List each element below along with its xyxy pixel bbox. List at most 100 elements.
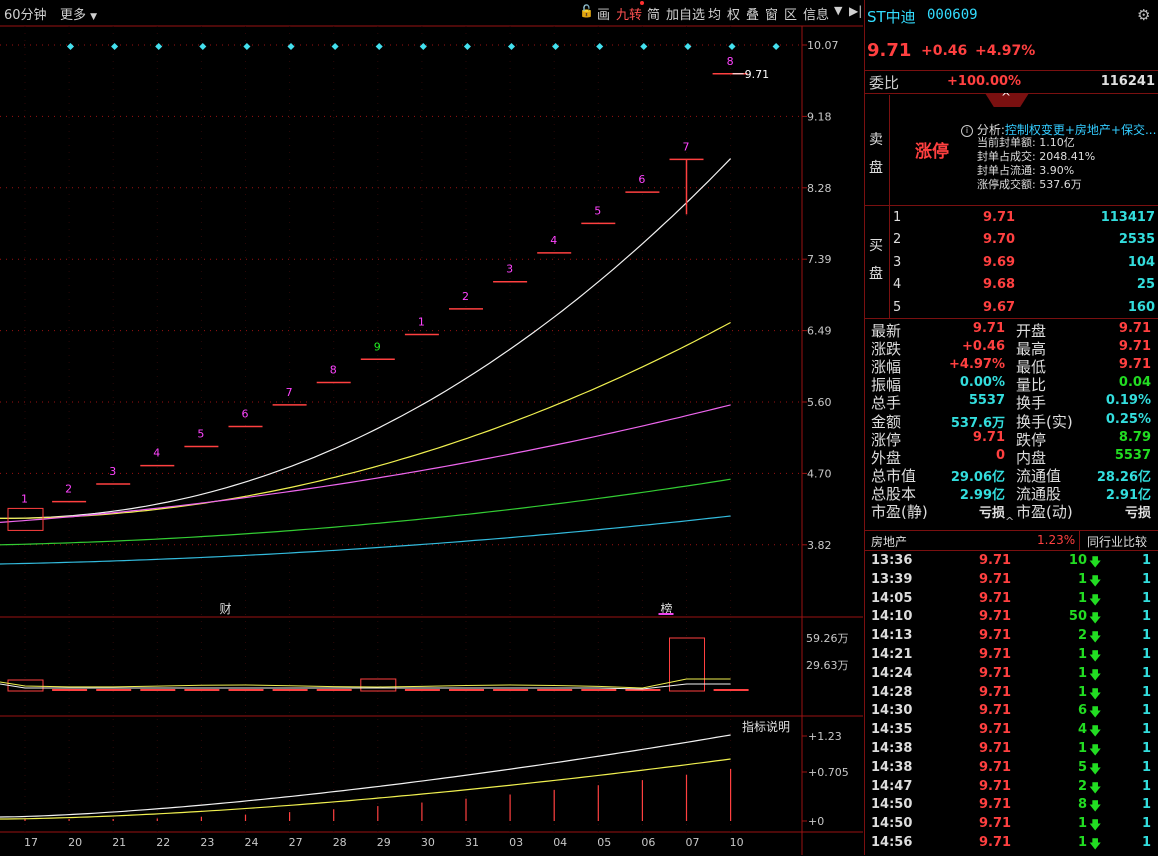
diamond-marker [331,42,339,51]
nine-turn-count: 5 [594,204,601,217]
tool-draw[interactable]: 画 [597,8,611,23]
tick-count: 1 [1141,816,1151,832]
arrow-down-icon: 🡇 [1089,592,1102,607]
diamond-marker [287,42,295,51]
volume-bar [493,689,529,691]
industry-name[interactable]: 房地产 [871,535,908,549]
volume-axis-label: 59.26万 [806,632,849,645]
collapse-up-button[interactable]: ^ [985,93,1029,107]
volume-axis-label: 29.63万 [806,659,849,672]
ma-line [0,321,731,519]
quote-value: 9.71 [1118,357,1151,373]
kline-chart[interactable]: 10.07 9.18 8.28 7.39 6.49 5.60 4.70 3.82 59.26万 2… [0,0,863,855]
tick-time: 14:30 [871,703,913,719]
quote-row: 涨停 9.71 跌停 8.79 [865,429,1158,449]
bid-level: 5 [893,299,902,315]
tool-rights[interactable]: 权 [727,8,741,23]
gear-icon[interactable]: ⚙ [1137,6,1151,24]
industry-pct: 1.23% [1037,533,1076,547]
price-change-pct: +4.97% [975,43,1036,59]
bid-level: 4 [893,277,902,293]
tick-count: 1 [1141,571,1151,587]
tool-info[interactable]: 信息 [803,8,830,23]
volume-bar [669,637,705,692]
tool-nine-turn[interactable]: 九转 [616,8,643,23]
arrow-down-icon: 🡇 [1089,630,1102,645]
diamond-marker [243,42,251,51]
date-axis-label: 06 [641,836,655,849]
tick-volume: 1 [1077,741,1087,756]
bid-price: 9.70 [983,232,1016,248]
industry-compare-button[interactable]: 同行业比较 [1087,535,1148,549]
indicator-axis-label: +0 [808,815,824,828]
tick-count: 1 [1141,684,1151,700]
quote-label: 总手 [871,394,902,413]
weibi-row: 委比 +100.00% 116241 [865,72,1158,92]
stock-header: ST中迪 000609 ⚙ [865,6,1158,26]
quote-label: 振幅 [871,376,902,395]
date-axis-label: 27 [289,836,303,849]
tool-add-watchlist[interactable]: 加自选 [666,8,706,23]
more-menu[interactable]: 更多 ▼ [60,8,98,23]
weibi-value: +100.00% [947,74,1022,89]
quote-value: 5537 [968,393,1005,409]
bid-level-row[interactable]: 2 9.70 2535 [865,230,1158,250]
tick-volume: 1 [1077,571,1087,587]
stock-name[interactable]: ST中迪 [867,8,916,26]
quote-label: 流通股 [1016,484,1062,503]
volume-bar [449,689,484,691]
bid-level-row[interactable]: 4 9.68 25 [865,275,1158,295]
tick-time: 14:47 [871,778,913,794]
price-axis-label: 9.18 [807,110,832,123]
quote-value: 9.71 [1118,321,1151,336]
tick-count: 1 [1141,759,1151,775]
tick-row: 14:50 9.71 8 🡇 1 [865,796,1158,815]
period-selector[interactable]: 60分钟 [4,8,47,23]
bid-level-row[interactable]: 5 9.67 160 [865,298,1158,318]
quote-row: 涨跌 +0.46 最高 9.71 [865,338,1158,358]
arrow-down-icon: 🡇 [1089,667,1102,682]
quote-label: 涨幅 [871,358,902,377]
triangle-down-icon[interactable]: ▼ [834,4,843,17]
nine-turn-count: 7 [683,140,690,153]
date-axis-label: 28 [333,836,347,849]
volume-ma-line [0,678,731,689]
volume-bar [360,678,397,692]
tool-overlay[interactable]: 叠 [746,8,760,23]
arrow-down-icon: 🡇 [1089,818,1102,833]
quote-value: +0.46 [962,339,1005,355]
nine-turn-count: 9 [374,340,381,353]
bid-level-row[interactable]: 3 9.69 104 [865,253,1158,273]
date-axis-label: 10 [730,836,744,849]
volume-bar [52,689,88,691]
tick-count: 1 [1141,722,1151,738]
limit-analysis[interactable]: i 分析:控制权变更+房地产+保交... [961,121,1156,138]
arrow-down-icon: 🡇 [1089,724,1102,739]
collapse-right-icon[interactable]: ▶| [849,4,863,18]
nine-turn-count: 1 [418,315,425,328]
bid-level-row[interactable]: 1 9.71 113417 [865,208,1158,228]
tick-price: 9.71 [979,759,1012,775]
quote-value: 9.71 [1118,339,1151,355]
expand-icon[interactable]: ^ [1005,515,1015,528]
chart-area[interactable]: 60分钟 更多 ▼ 🔓 画 九转 简 加自选 均 权 叠 窗 区 信息 ▼ ▶|… [0,0,863,855]
quote-row: 金额 537.6万 换手(实) 0.25% [865,411,1158,431]
bid-volume: 2535 [1118,232,1155,248]
indicator-help-button[interactable]: 指标说明 [742,720,791,734]
tick-time: 14:38 [871,741,913,756]
bid-price: 9.69 [983,254,1016,270]
quote-label: 市盈(静) [871,503,928,521]
stock-code[interactable]: 000609 [927,7,978,23]
tool-range[interactable]: 区 [784,8,798,23]
tick-row: 14:47 9.71 2 🡇 1 [865,778,1158,797]
buy-side-label: 买盘 [869,238,883,282]
bid-level: 1 [893,210,902,225]
quote-value: 5537 [1114,447,1151,463]
price-axis-label: 8.28 [807,182,832,195]
tool-ma[interactable]: 均 [708,8,722,23]
tool-window[interactable]: 窗 [765,8,779,23]
tool-simple[interactable]: 简 [647,8,661,23]
date-axis-label: 29 [377,836,391,849]
lock-icon[interactable]: 🔓 [579,4,594,18]
quote-row: 最新 9.71 开盘 9.71 [865,320,1158,340]
